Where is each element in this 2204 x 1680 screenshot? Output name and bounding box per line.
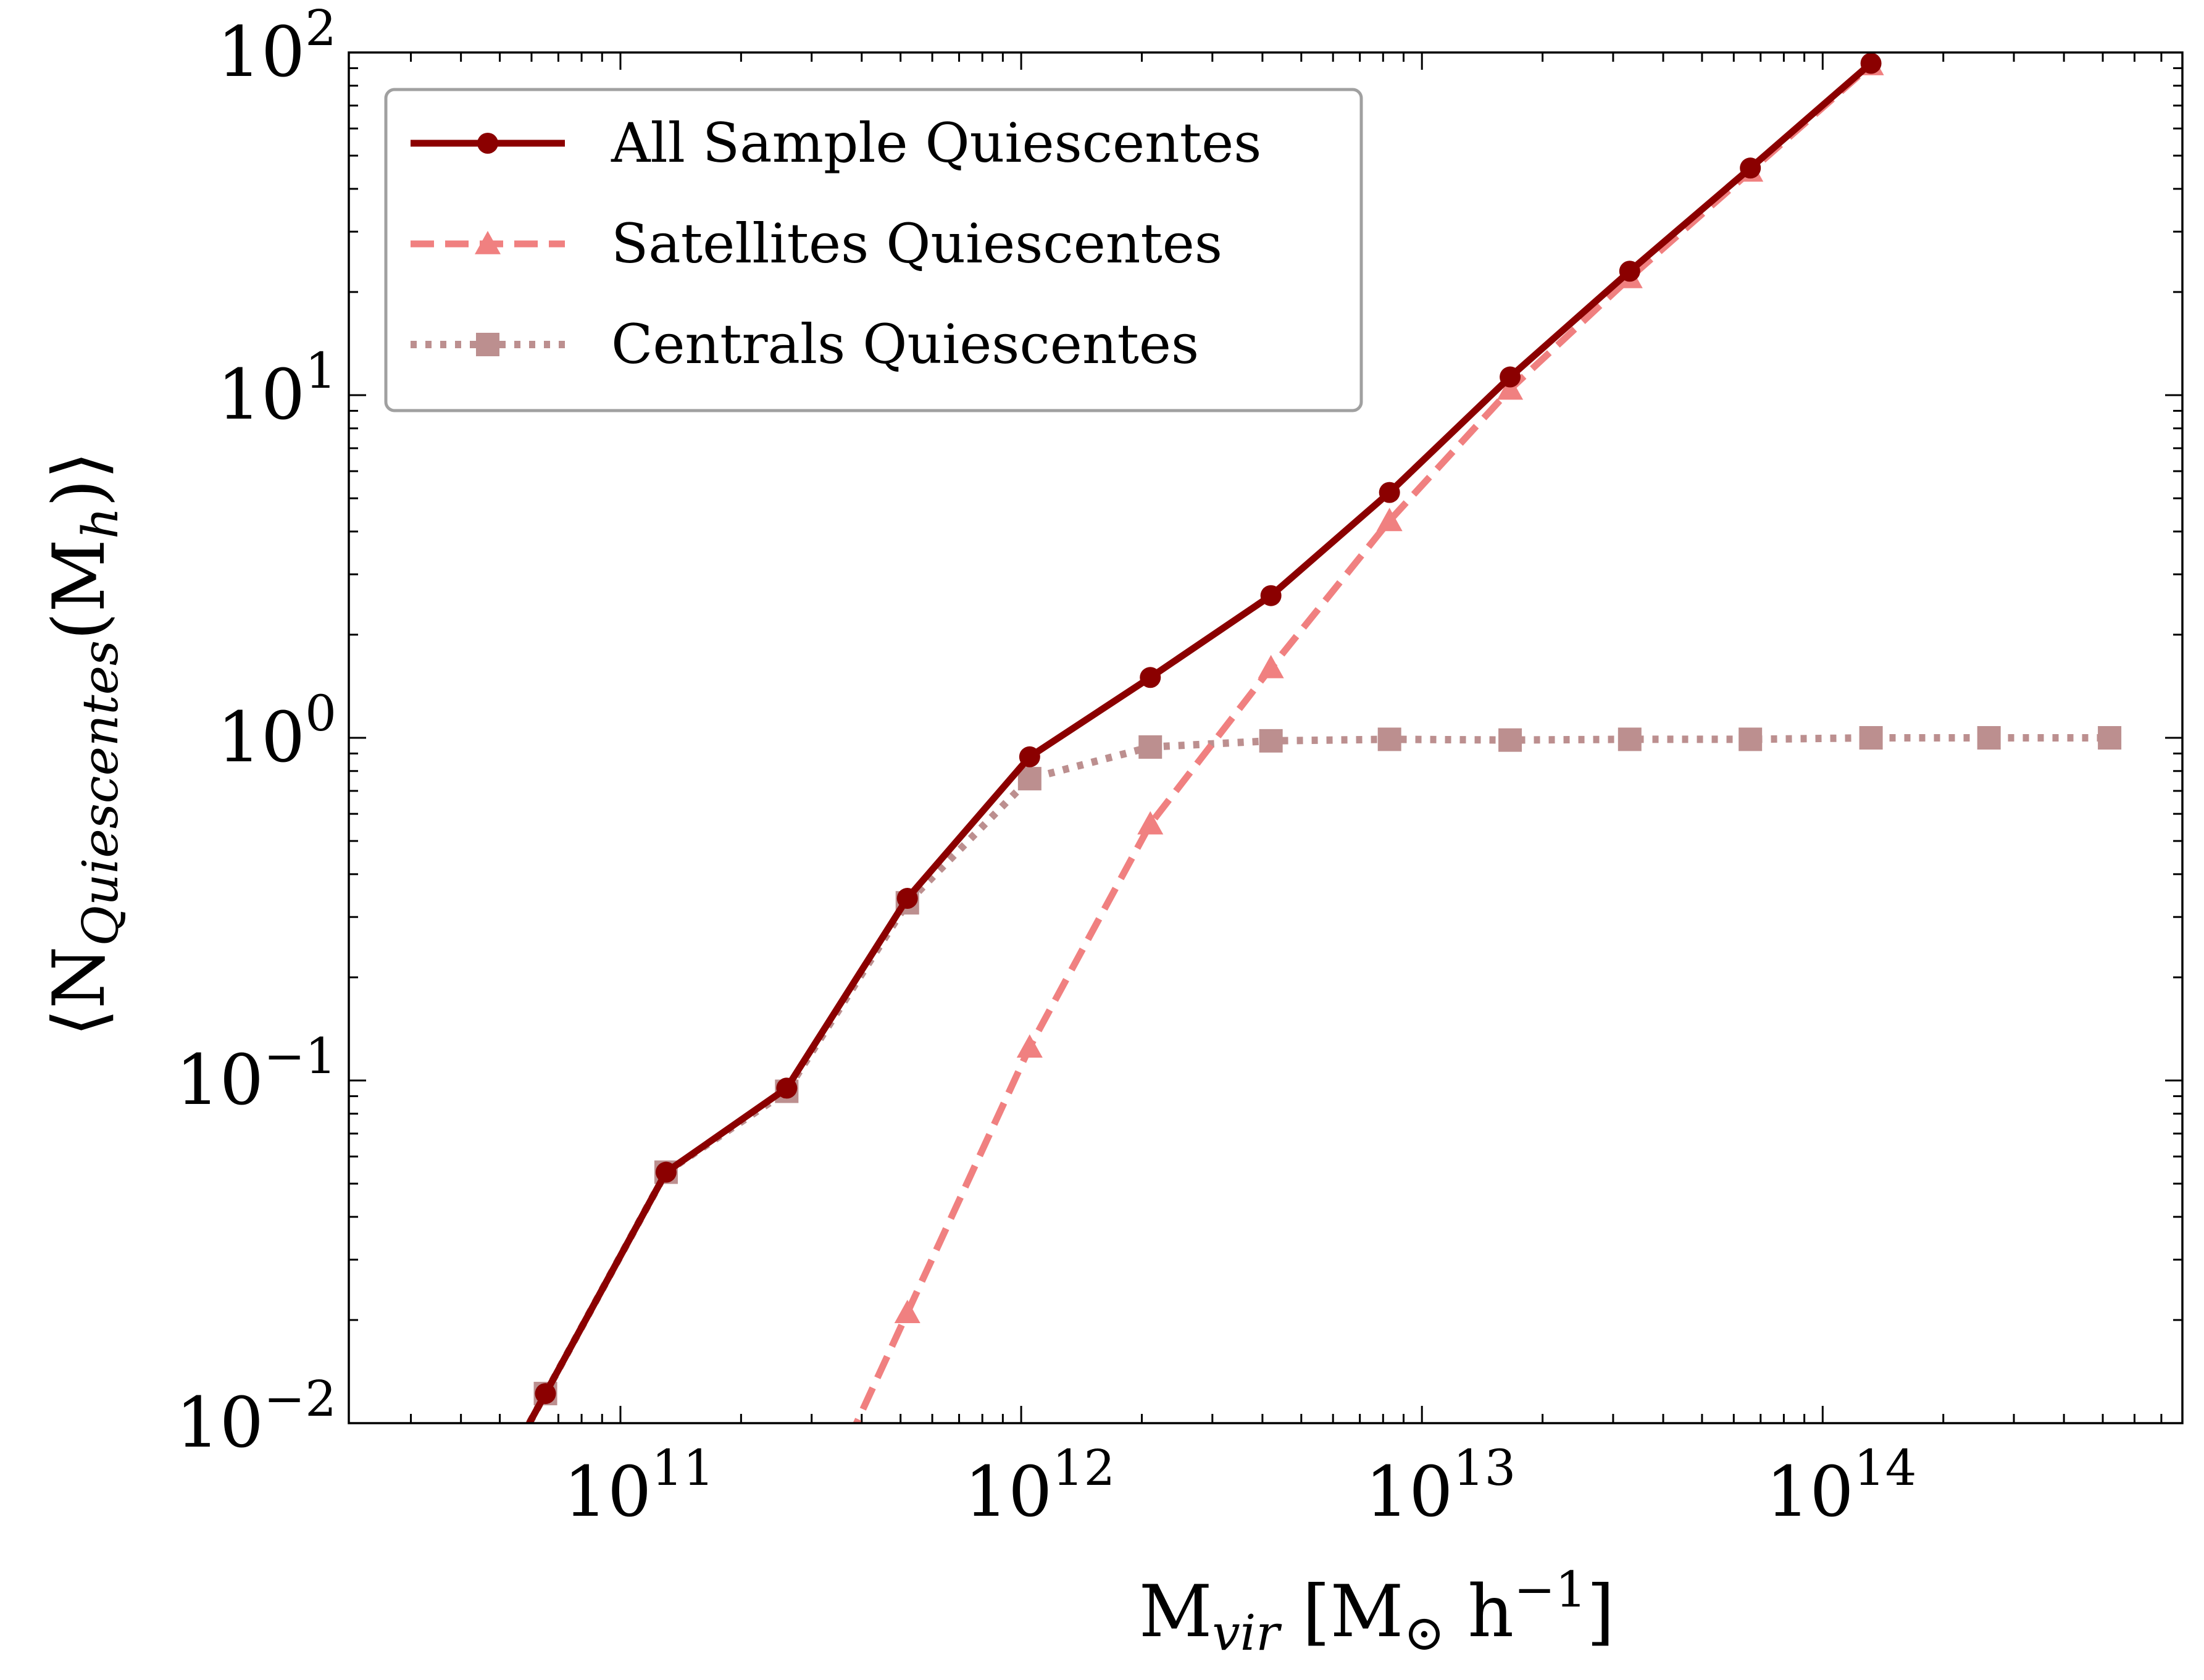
x-tick-label: 1014 (1766, 1439, 1916, 1532)
x-tick-label: 1013 (1365, 1439, 1516, 1532)
legend-marker (477, 133, 498, 154)
data-point (1140, 667, 1161, 688)
data-point (896, 888, 918, 909)
y-tick-label: 10−2 (176, 1370, 336, 1463)
data-point (1377, 727, 1401, 751)
y-axis-label: ⟨NQuiescentes(Mh)⟩ (38, 451, 129, 1037)
legend-label-all-sample: All Sample Quiescentes (611, 111, 1261, 175)
data-point (1137, 811, 1164, 835)
data-point (1500, 366, 1521, 388)
data-point (1258, 654, 1284, 679)
legend-marker (476, 333, 499, 356)
data-point (1740, 157, 1761, 179)
data-point (655, 1161, 677, 1183)
legend-label-satellites: Satellites Quiescentes (611, 212, 1222, 275)
data-point (1019, 746, 1040, 767)
y-tick-label: 102 (217, 0, 336, 93)
data-point (1379, 482, 1400, 503)
data-point (1618, 727, 1642, 751)
data-point (1259, 729, 1283, 753)
legend-box (384, 88, 1363, 412)
series-square (525, 726, 2122, 1423)
data-point (1376, 508, 1403, 532)
data-point (1859, 726, 1883, 750)
data-point (1860, 52, 1882, 74)
data-point (1260, 585, 1282, 606)
y-tick-label: 101 (217, 342, 336, 435)
legend-label-centrals: Centrals Quiescentes (611, 312, 1199, 376)
data-point (1138, 735, 1163, 759)
x-tick-label: 1011 (564, 1439, 714, 1532)
legend-samples (411, 133, 565, 356)
tick-labels-layer: 1011 1012 1013 1014 10−2 10−1 100 101 102 (176, 0, 1917, 1532)
legend-marker (475, 231, 501, 254)
data-point (535, 1383, 556, 1405)
legend: All Sample Quiescentes Satellites Quiesc… (384, 88, 1363, 412)
data-point (2098, 726, 2122, 750)
data-point (776, 1077, 798, 1099)
x-tick-label: 1012 (964, 1439, 1115, 1532)
data-point (1497, 376, 1524, 400)
data-point (1977, 726, 2001, 750)
data-point (1016, 1034, 1043, 1058)
data-point (1619, 261, 1640, 282)
data-point (1498, 728, 1522, 752)
data-point (1739, 727, 1763, 751)
series-layer (525, 52, 2122, 1423)
plot-frame (348, 51, 2184, 1424)
y-tick-label: 10−1 (176, 1027, 336, 1121)
x-axis-label: Mvir [M⊙ h−1] (1139, 1561, 1615, 1661)
series-line (525, 61, 1874, 1423)
data-point (894, 1300, 920, 1323)
y-tick-label: 100 (217, 685, 336, 778)
series-line (853, 62, 1874, 1423)
series-circle (525, 52, 1882, 1423)
